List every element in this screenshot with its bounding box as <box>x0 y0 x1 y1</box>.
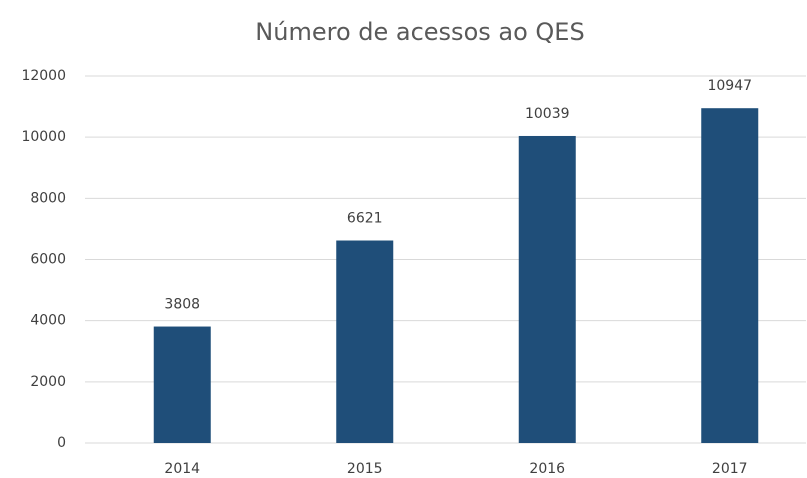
data-label: 10947 <box>707 78 752 94</box>
x-tick-label: 2016 <box>529 461 565 477</box>
x-tick-label: 2015 <box>347 461 383 477</box>
y-tick-label: 2000 <box>30 374 66 390</box>
y-tick-label: 10000 <box>21 129 66 145</box>
y-tick-label: 6000 <box>30 252 66 268</box>
bar <box>518 135 576 443</box>
y-tick-label: 12000 <box>21 68 66 84</box>
y-tick-label: 4000 <box>30 313 66 329</box>
data-label: 10039 <box>525 106 570 122</box>
y-tick-label: 0 <box>57 435 66 451</box>
data-label: 3808 <box>164 297 200 313</box>
data-label: 6621 <box>347 211 383 227</box>
bar <box>153 326 211 443</box>
bar <box>336 240 394 443</box>
x-tick-label: 2017 <box>712 461 748 477</box>
y-tick-label: 8000 <box>30 190 66 206</box>
chart-title: Número de acessos ao QES <box>255 18 584 46</box>
x-tick-label: 2014 <box>164 461 200 477</box>
bar <box>701 108 759 443</box>
